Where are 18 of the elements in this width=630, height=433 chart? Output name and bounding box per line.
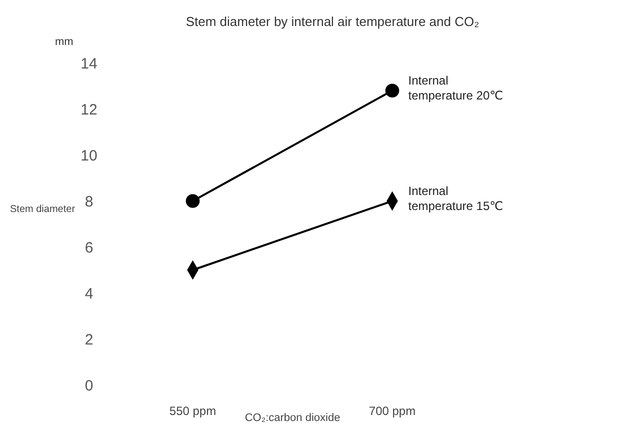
text: mm bbox=[55, 36, 74, 48]
y-tick-label: 12 bbox=[80, 101, 98, 118]
series-label: Internal temperature 15℃ bbox=[408, 184, 504, 213]
x-axis-title: CO₂:carbon dioxide bbox=[244, 412, 340, 424]
y-tick-label: 8 bbox=[84, 193, 94, 210]
x-tick-label: 700 ppm bbox=[368, 404, 416, 418]
y-tick-label: 6 bbox=[84, 239, 94, 256]
series-label: Internal temperature 20℃ bbox=[408, 74, 504, 103]
y-tick-label: 10 bbox=[80, 147, 98, 164]
x-tick-label: 550 ppm bbox=[169, 404, 216, 418]
y-tick-label: 2 bbox=[84, 331, 94, 348]
y-tick-label: 4 bbox=[84, 285, 94, 302]
y-axis-title: Stem diameter bbox=[10, 204, 76, 215]
point bbox=[385, 84, 400, 98]
point bbox=[186, 194, 200, 208]
y-tick-label: 14 bbox=[80, 55, 98, 72]
y-tick-label: 0 bbox=[84, 377, 94, 394]
chart-title: Stem diameter by internal air temperature and CO₂ bbox=[186, 14, 480, 29]
